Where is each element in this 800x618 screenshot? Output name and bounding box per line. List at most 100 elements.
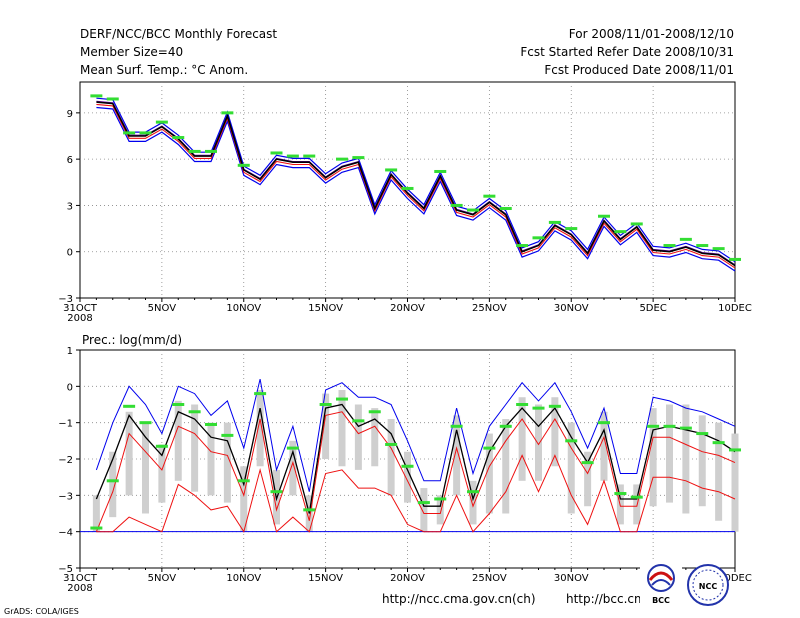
prec-observed-mark bbox=[483, 446, 496, 450]
prec-x-tick-label: 20NOV bbox=[390, 573, 425, 584]
prec-spread-box bbox=[600, 411, 608, 481]
prec-observed-mark bbox=[90, 526, 103, 530]
temp-series-ensemble-mean bbox=[96, 101, 736, 267]
prec-spread-box bbox=[322, 393, 330, 459]
prec-observed-mark bbox=[205, 422, 217, 426]
prec-observed-mark bbox=[254, 392, 267, 396]
prec-spread-box bbox=[436, 495, 444, 525]
prec-spread-box bbox=[731, 433, 739, 532]
ncc-logo: NCC bbox=[687, 564, 729, 606]
grads-credit: GrADS: COLA/IGES bbox=[4, 607, 79, 616]
temp-observed-mark bbox=[729, 257, 741, 261]
prec-y-tick-label: 0 bbox=[67, 382, 73, 393]
prec-observed-mark bbox=[221, 433, 234, 437]
prec-spread-box bbox=[354, 404, 362, 470]
prec-observed-mark bbox=[581, 461, 594, 465]
prec-series-lower bbox=[95, 411, 736, 532]
prec-spread-box bbox=[666, 404, 673, 503]
prec-observed-mark bbox=[106, 479, 119, 483]
temp-observed-mark bbox=[336, 157, 348, 161]
prec-x-tick-label: 30NOV bbox=[554, 573, 589, 584]
prec-observed-mark bbox=[663, 424, 676, 428]
prec-x-tick-label: 15NOV bbox=[308, 573, 343, 584]
temp-observed-mark bbox=[270, 151, 283, 155]
prec-spread-box bbox=[191, 404, 199, 492]
prec-observed-mark bbox=[188, 410, 201, 414]
temp-observed-mark bbox=[696, 244, 709, 248]
prec-x-tick-label: 25NOV bbox=[472, 573, 507, 584]
prec-observed-mark bbox=[336, 397, 348, 401]
prec-spread-box bbox=[125, 411, 133, 496]
temp-observed-mark bbox=[630, 222, 643, 226]
temp-series-member-line bbox=[96, 100, 736, 266]
prec-spread-box bbox=[92, 495, 100, 532]
prec-observed-mark bbox=[450, 424, 463, 428]
prec-spread-box bbox=[158, 444, 166, 503]
prec-y-tick-label: −4 bbox=[58, 528, 73, 539]
prec-spread-box bbox=[682, 404, 690, 514]
prec-spread-box bbox=[584, 451, 592, 507]
prec-spread-box bbox=[715, 422, 723, 521]
prec-spread-box bbox=[485, 433, 493, 514]
prec-observed-mark bbox=[352, 419, 365, 423]
temp-observed-mark bbox=[548, 220, 561, 224]
prec-spread-box bbox=[223, 422, 231, 503]
temp-observed-mark bbox=[614, 230, 627, 234]
temp-observed-mark bbox=[532, 236, 545, 240]
prec-observed-mark bbox=[434, 497, 447, 501]
prec-y-tick-label: −5 bbox=[58, 564, 73, 575]
prec-observed-mark bbox=[696, 432, 709, 436]
temp-y-tick-label: 9 bbox=[67, 109, 73, 120]
bcc-logo-text: BCC bbox=[652, 596, 670, 605]
prec-y-tick-label: −2 bbox=[58, 455, 73, 466]
temp-observed-mark bbox=[303, 154, 316, 158]
prec-spread-box bbox=[109, 451, 117, 518]
prec-observed-mark bbox=[467, 490, 479, 494]
prec-spread-box bbox=[567, 422, 575, 514]
prec-observed-mark bbox=[532, 406, 545, 410]
temp-series-member-line bbox=[96, 103, 736, 269]
prec-spread-box bbox=[207, 422, 215, 496]
temp-observed-mark bbox=[450, 203, 463, 207]
header-title: DERF/NCC/BCC Monthly Forecast bbox=[80, 27, 277, 41]
prec-x-tick-label: 10DEC bbox=[718, 573, 752, 584]
temp-observed-mark bbox=[663, 244, 676, 248]
temp-observed-mark bbox=[385, 168, 398, 172]
prec-spread-box bbox=[338, 389, 346, 467]
temp-observed-mark bbox=[221, 111, 234, 115]
temp-x-tick-label: 10DEC bbox=[718, 303, 752, 314]
ncc-logo-icon bbox=[687, 564, 729, 606]
temp-observed-mark bbox=[139, 131, 152, 135]
temp-observed-mark bbox=[205, 149, 217, 153]
temp-y-tick-label: 6 bbox=[67, 155, 73, 166]
temp-x-tick-label: 31OCT bbox=[63, 303, 98, 314]
prec-spread-box bbox=[551, 397, 559, 467]
prec-spread-box bbox=[289, 440, 297, 496]
temp-observed-mark bbox=[467, 208, 479, 212]
prec-spread-box bbox=[698, 415, 706, 507]
prec-observed-mark bbox=[319, 403, 332, 406]
prec-spread-box bbox=[453, 415, 461, 496]
prec-observed-mark bbox=[499, 424, 512, 428]
prec-observed-mark bbox=[647, 424, 660, 428]
prec-observed-mark bbox=[123, 404, 136, 408]
temp-observed-mark bbox=[499, 207, 512, 211]
temp-series-member-line bbox=[96, 106, 736, 272]
prec-series-upper bbox=[95, 378, 736, 492]
prec-observed-mark bbox=[385, 442, 398, 446]
prec-observed-mark bbox=[712, 441, 725, 445]
temp-observed-mark bbox=[237, 163, 250, 167]
prec-observed-mark bbox=[516, 403, 529, 406]
prec-observed-mark bbox=[548, 404, 561, 408]
temp-y-tick-label: −3 bbox=[58, 294, 73, 305]
temp-observed-mark bbox=[286, 154, 299, 158]
prec-observed-mark bbox=[630, 495, 643, 499]
prec-series-ensemble-mean bbox=[95, 403, 736, 514]
prec-spread-box bbox=[404, 451, 411, 503]
prec-observed-mark bbox=[401, 464, 414, 468]
prec-observed-mark bbox=[155, 444, 168, 448]
temperature-panel: 31OCT 5NOV 10NOV 15NOV 20NOV 25NOV 30NOV 5DEC 10… bbox=[58, 81, 752, 324]
prec-x-tick-label: 5NOV bbox=[148, 573, 177, 584]
prec-spread-box bbox=[256, 389, 264, 467]
